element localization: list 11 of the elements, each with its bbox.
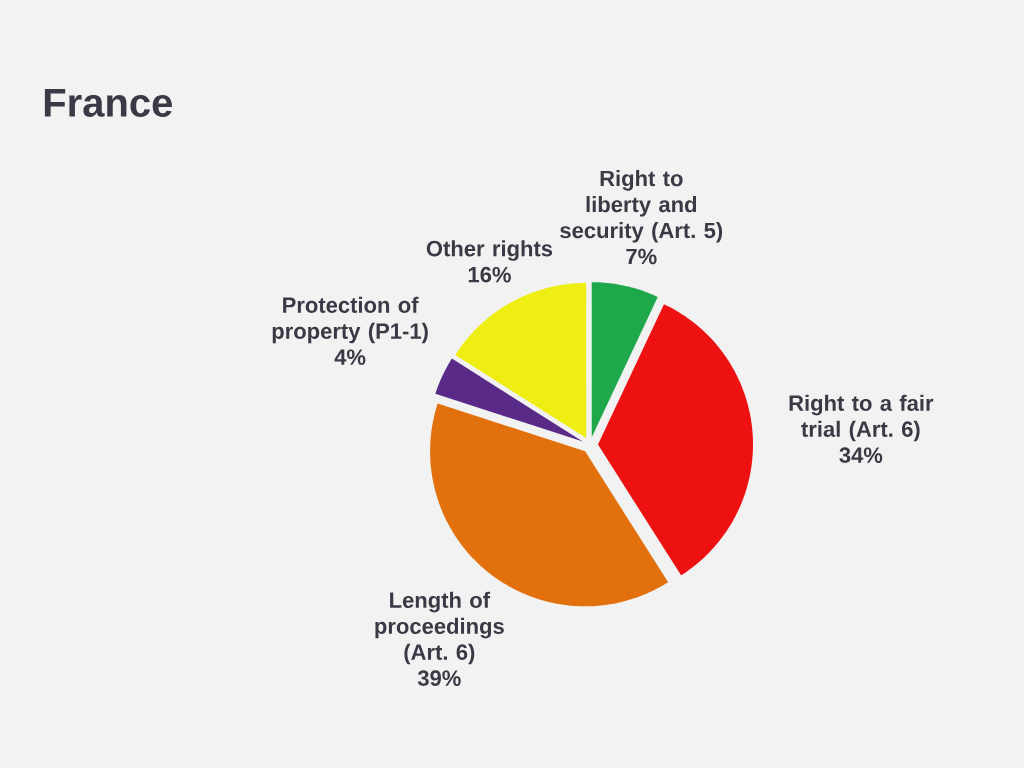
slice-label: Protection of property (P1-1) bbox=[272, 296, 428, 344]
data-label: 16% bbox=[468, 266, 511, 283]
data-label: 34% bbox=[839, 447, 883, 463]
slice-label: Other rights bbox=[426, 240, 553, 261]
slice-label: Length of proceedings (Art. 6) bbox=[375, 591, 504, 665]
data-label: 4% bbox=[334, 349, 366, 365]
data-label: 39% bbox=[417, 670, 461, 686]
slice-label: Right to liberty and security (Art. 5) bbox=[560, 170, 723, 243]
data-label: 7% bbox=[626, 248, 657, 265]
chart-title: France bbox=[44, 89, 172, 117]
slice-label: Right to a fair trial (Art. 6) bbox=[789, 394, 934, 442]
